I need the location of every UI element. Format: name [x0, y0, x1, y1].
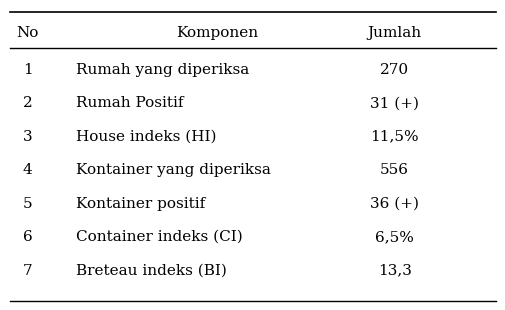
Text: 6: 6	[23, 230, 33, 244]
Text: 7: 7	[23, 264, 33, 278]
Text: 31 (+): 31 (+)	[370, 96, 418, 110]
Text: 13,3: 13,3	[377, 264, 411, 278]
Text: Rumah Positif: Rumah Positif	[76, 96, 183, 110]
Text: 270: 270	[379, 63, 409, 77]
Text: Komponen: Komponen	[176, 25, 258, 40]
Text: Kontainer positif: Kontainer positif	[76, 197, 205, 211]
Text: 11,5%: 11,5%	[370, 130, 418, 144]
Text: 5: 5	[23, 197, 33, 211]
Text: 3: 3	[23, 130, 33, 144]
Text: 556: 556	[379, 163, 409, 177]
Text: Kontainer yang diperiksa: Kontainer yang diperiksa	[76, 163, 270, 177]
Text: House indeks (HI): House indeks (HI)	[76, 130, 216, 144]
Text: 4: 4	[23, 163, 33, 177]
Text: Jumlah: Jumlah	[367, 25, 421, 40]
Text: 6,5%: 6,5%	[375, 230, 413, 244]
Text: Rumah yang diperiksa: Rumah yang diperiksa	[76, 63, 248, 77]
Text: 1: 1	[23, 63, 33, 77]
Text: No: No	[17, 25, 39, 40]
Text: 36 (+): 36 (+)	[370, 197, 418, 211]
Text: 2: 2	[23, 96, 33, 110]
Text: Container indeks (CI): Container indeks (CI)	[76, 230, 242, 244]
Text: Breteau indeks (BI): Breteau indeks (BI)	[76, 264, 226, 278]
